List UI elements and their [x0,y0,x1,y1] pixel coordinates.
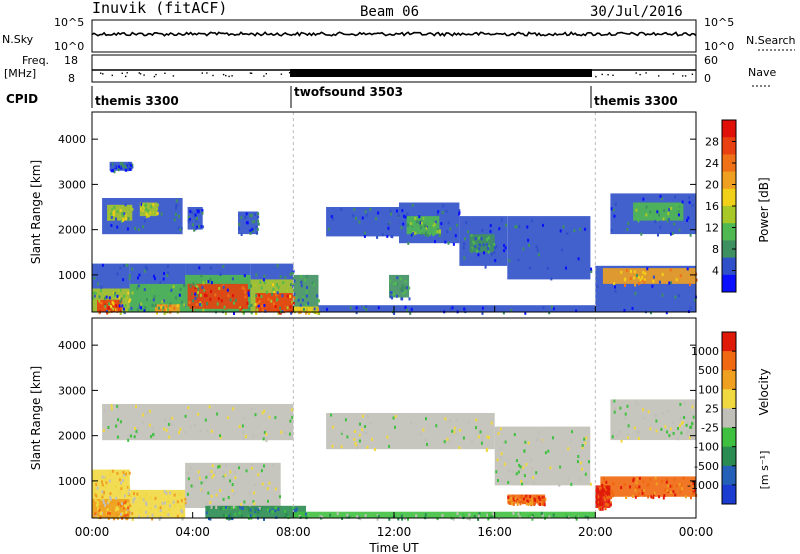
nsky-right-tick-bottom: 10^0 [704,40,734,53]
power-cbar-tick-0: 28 [705,136,719,149]
velocity-cbar-tick-0: 1000 [691,345,719,358]
power-region-5 [154,304,181,312]
power-y-axis: 1000 2000 3000 4000 [58,133,696,282]
nsearch-label: N.Search [746,34,796,47]
power-cbar-tick-2: 20 [705,179,719,192]
time-tick-3: 12:00 [377,525,412,539]
freq-panel: Freq. [MHz] 18 8 60 0 Nave [4,54,776,87]
nsky-right-tick-top: 10^5 [704,16,734,29]
plot-title: Inuvik (fitACF) [92,0,227,17]
power-region-23 [326,207,400,237]
cpid-segment-1: themis 3300 [95,94,179,108]
freq-tick-top: 18 [64,54,78,67]
time-tick-2: 08:00 [276,525,311,539]
time-tick-1: 04:00 [175,525,210,539]
velocity-region-11 [610,399,696,441]
velocity-colorbar: 1000 500 100 25 -25 -100 -500 -1000 [687,331,737,505]
power-colorbar: 28 24 20 16 12 8 4 [705,119,737,293]
velocity-region-12 [507,494,546,504]
power-region-16 [602,268,696,284]
beam-label: Beam 06 [360,4,419,20]
velocity-y-axis: 1000 2000 3000 4000 [58,339,696,488]
power-cbar-tick-3: 16 [705,200,719,213]
nsky-panel: N.Sky 10^5 10^0 10^5 10^0 N.Search [2,16,796,53]
power-panel: 1000 2000 3000 4000 Slant Range [km] [29,111,698,315]
time-tick-4: 16:00 [477,525,512,539]
power-y-tick-4000: 4000 [58,133,86,146]
velocity-y-tick-2000: 2000 [58,430,86,443]
time-x-axis: 00:00 04:00 08:00 12:00 16:00 20:00 00:00 [75,306,714,539]
velocity-region-2 [129,489,186,518]
power-cbar-tick-6: 4 [712,265,719,278]
power-region-29 [389,274,410,298]
nave-dots [100,72,694,78]
power-heatmap [92,112,698,315]
nave-tick-top: 60 [704,54,718,67]
velocity-colorbar-unit: [m s⁻¹] [758,451,771,490]
nsky-left-tick-bottom: 10^0 [54,40,84,53]
velocity-cbar-tick-3: 25 [705,402,719,415]
power-y-label: Slant Range [km] [29,160,43,264]
freq-unit: [MHz] [4,67,36,80]
nave-block [290,69,592,77]
power-region-25 [406,216,440,235]
velocity-cbar-tick-4: -25 [701,422,719,435]
freq-tick-bottom: 8 [68,72,75,85]
power-y-tick-2000: 2000 [58,224,86,237]
cpid-label: CPID [6,92,38,106]
cpid-segment-2: twofsound 3503 [294,85,403,99]
velocity-y-tick-1000: 1000 [58,475,86,488]
velocity-cbar-tick-7: -1000 [687,479,719,492]
velocity-cbar-tick-6: -500 [694,460,719,473]
time-tick-0: 00:00 [75,525,110,539]
velocity-region-5 [293,511,596,518]
velocity-y-tick-4000: 4000 [58,339,86,352]
cpid-row: CPID themis 3300 twofsound 3503 themis 3… [6,85,678,108]
velocity-region-8 [494,426,591,486]
velocity-y-tick-3000: 3000 [58,384,86,397]
nave-tick-bottom: 0 [704,72,711,85]
power-cbar-tick-1: 24 [705,157,719,170]
power-region-14 [318,305,596,312]
velocity-region-7 [326,413,495,450]
nave-label: Nave [748,66,776,79]
power-cbar-tick-5: 8 [712,243,719,256]
freq-label: Freq. [22,54,49,67]
time-axis-label: Time UT [368,541,419,554]
power-y-tick-3000: 3000 [58,178,86,191]
velocity-y-label: Slant Range [km] [29,366,43,470]
velocity-cbar-tick-1: 500 [698,364,719,377]
cpid-segment-3: themis 3300 [594,94,678,108]
power-colorbar-label: Power [dB] [757,177,771,242]
time-tick-6: 00:00 [679,525,714,539]
power-region-28 [507,216,591,280]
date-label: 30/Jul/2016 [590,4,683,20]
power-y-tick-1000: 1000 [58,269,86,282]
velocity-region-6 [102,404,294,441]
velocity-cbar-tick-5: -100 [694,441,719,454]
power-cbar-tick-4: 12 [705,222,719,235]
velocity-colorbar-label: Velocity [757,368,771,415]
nsky-label: N.Sky [2,33,34,46]
time-tick-5: 20:00 [578,525,613,539]
nsky-trace [91,31,697,37]
velocity-heatmap [92,318,698,521]
nsky-left-tick-top: 10^5 [54,16,84,29]
power-region-13 [293,306,319,312]
velocity-panel: 1000 2000 3000 4000 00:00 04:00 08:00 12:00 16:… [29,306,713,554]
velocity-cbar-tick-2: 100 [698,383,719,396]
